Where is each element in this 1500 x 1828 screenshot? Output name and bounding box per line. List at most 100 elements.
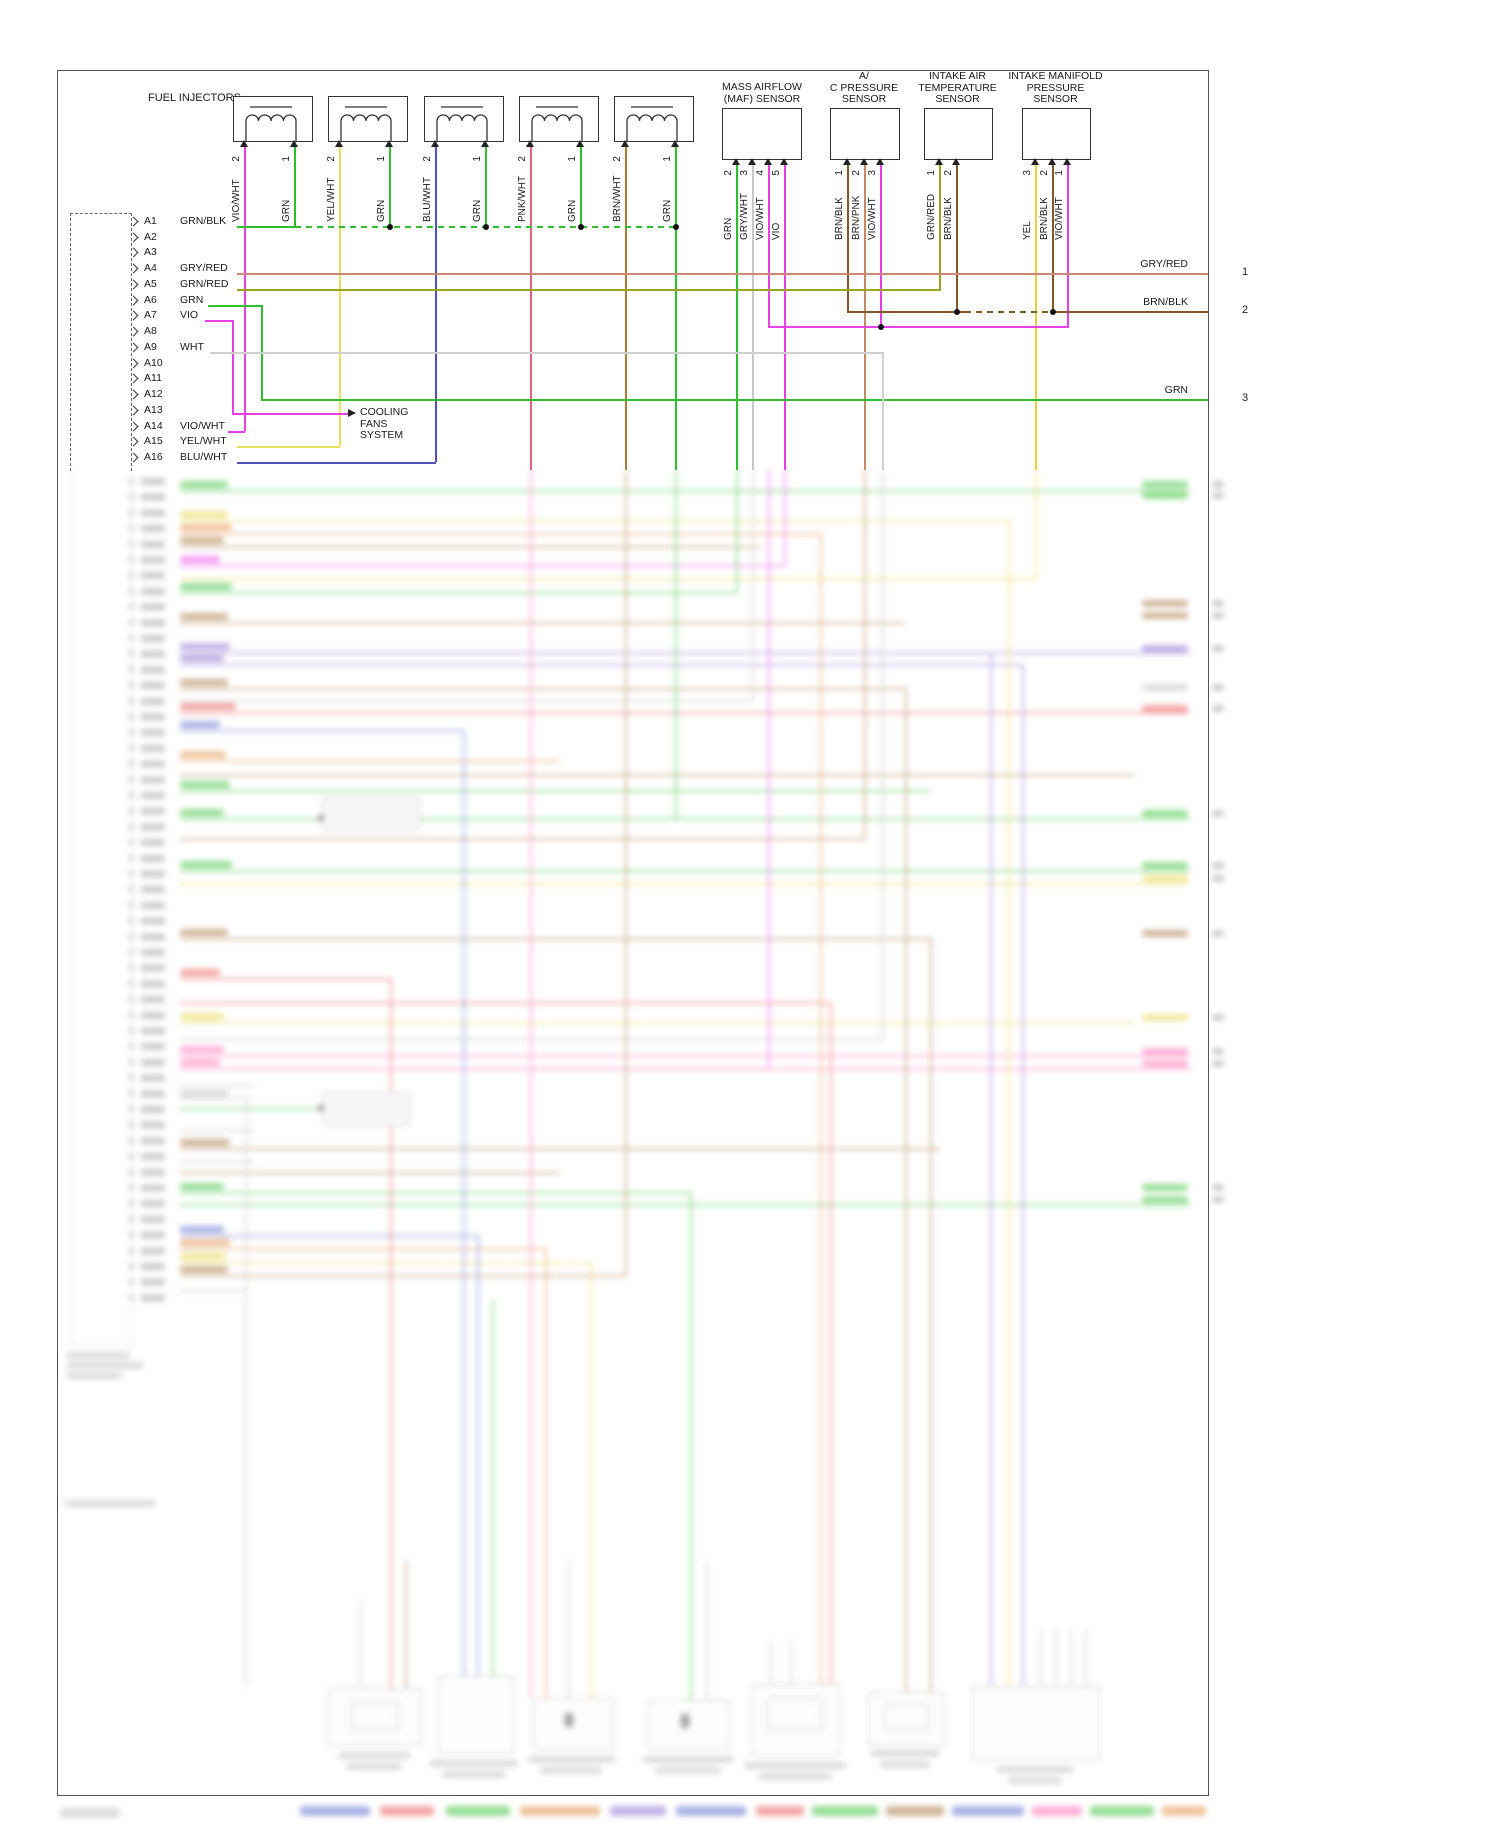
pin-wire-label: VIO — [180, 309, 199, 321]
ecm-pin-row-a7: A7 VIO — [128, 309, 248, 323]
wire-injector4-pnk-wht — [530, 146, 532, 470]
pin-num: 2 — [723, 170, 734, 176]
pin-arrow-icon — [431, 140, 439, 147]
pin-arrow-icon — [860, 158, 868, 165]
wire-injector5-brn-wht — [625, 146, 627, 470]
pin-chevron-icon — [128, 405, 139, 416]
label-line: SYSTEM — [360, 429, 404, 441]
exit-label-gry-red: GRY/RED — [1140, 258, 1188, 270]
wire-color: BRN/BLK — [834, 197, 845, 240]
title-line: SENSOR — [1033, 93, 1078, 105]
pin-arrow-icon — [843, 158, 851, 165]
pin-wire-label: BLU/WHT — [180, 451, 228, 463]
pin-arrow-icon — [526, 140, 534, 147]
wire-color: BRN/BLK — [943, 197, 954, 240]
wire-color: GRY/WHT — [739, 192, 750, 240]
map-sensor-title: INTAKE MANIFOLD PRESSURE SENSOR — [1008, 70, 1103, 106]
pin-id: A16 — [144, 451, 163, 463]
wire-brn-blk-bus-a — [847, 311, 965, 313]
pin-wire-label: GRN/RED — [180, 278, 229, 290]
wire-color: YEL — [1022, 221, 1033, 240]
fuel-injector-4 — [519, 96, 599, 142]
exit-num-3: 3 — [1242, 392, 1249, 404]
maf-pin-4-label: VIO/WHT 4 — [755, 170, 767, 240]
wire-maf-vio — [784, 164, 786, 470]
fuel-injector-2 — [328, 96, 408, 142]
pin-chevron-icon — [128, 436, 139, 447]
pin-num: 1 — [472, 156, 483, 162]
ecm-pin-row-a5: A5 GRN/RED — [128, 278, 248, 292]
title-line: TEMPERATURE — [918, 81, 997, 94]
ecm-pin-row-a6: A6 GRN — [128, 294, 248, 308]
ecm-pin-row-a15: A15 YEL/WHT — [128, 435, 248, 449]
blurred-exit-num — [1212, 1060, 1224, 1067]
ecm-pin-row-a1: A1 GRN/BLK — [128, 215, 248, 229]
pin-arrow-icon — [621, 140, 629, 147]
iat-pin-2-label: BRN/BLK 2 — [943, 170, 955, 240]
wire-color: GRN — [281, 199, 292, 222]
wire-a7-vio-drop — [232, 320, 234, 414]
pin-wire-label: WHT — [180, 341, 204, 353]
pin-chevron-icon — [128, 216, 139, 227]
blurred-exit-num — [1212, 492, 1224, 499]
maf-sensor-title: MASS AIRFLOW (MAF) SENSOR — [700, 81, 824, 105]
iat-sensor-box — [924, 108, 993, 160]
junction-dot — [483, 224, 489, 230]
pin-id: A1 — [144, 215, 157, 227]
pin-id: A7 — [144, 309, 157, 321]
title-line: SENSOR — [935, 93, 980, 105]
pin-id: A15 — [144, 435, 163, 447]
exit-num-2: 2 — [1242, 304, 1249, 316]
wire-iat-brn-blk — [956, 164, 958, 312]
pin-num: 1 — [1054, 170, 1065, 176]
pin-id: A6 — [144, 294, 157, 306]
pin-id: A2 — [144, 231, 157, 243]
injector-coil-icon — [626, 106, 678, 141]
blurred-exit-num — [1212, 600, 1224, 607]
wire-color: YEL/WHT — [326, 177, 337, 222]
junction-dot — [578, 224, 584, 230]
blurred-exit-num — [1212, 684, 1224, 691]
blurred-exit-num — [1212, 612, 1224, 619]
ecm-pin-row-a10: A10 — [128, 357, 248, 371]
junction-dot — [878, 324, 884, 330]
title-line: SENSOR — [841, 93, 887, 105]
exit-label-brn-blk: BRN/BLK — [1143, 296, 1188, 308]
pin-id: A5 — [144, 278, 157, 290]
injector5-pin2-label: BRN/WHT 2 — [612, 156, 624, 222]
pin-arrow-icon — [748, 158, 756, 165]
wire-a6-grn-to-exit — [261, 399, 1208, 401]
wire-injector1-vio-wht — [244, 146, 246, 431]
blurred-footer-item — [1032, 1806, 1082, 1816]
fuel-injectors-label: FUEL INJECTORS — [148, 92, 241, 104]
pin-id: A14 — [144, 420, 163, 432]
junction-dot — [673, 224, 679, 230]
label-line: FANS — [360, 417, 388, 430]
title-line: C PRESSURE — [829, 81, 899, 94]
pin-arrow-icon — [764, 158, 772, 165]
iat-sensor-title: INTAKE AIR TEMPERATURE SENSOR — [915, 70, 1000, 106]
pin-chevron-icon — [128, 295, 139, 306]
wire-injector2-grn — [389, 146, 391, 226]
pin-num: 1 — [926, 170, 937, 176]
wire-color: GRN — [472, 199, 483, 222]
injector4-pin2-label: PNK/WHT 2 — [517, 156, 529, 222]
title-line: INTAKE MANIFOLD — [1008, 70, 1103, 82]
blurred-footer-item — [886, 1806, 944, 1816]
pin-arrow-icon — [385, 140, 393, 147]
pin-chevron-icon — [128, 326, 139, 337]
pin-chevron-icon — [128, 421, 139, 432]
wire-injector2-yel-wht — [339, 146, 341, 446]
diagram-frame — [57, 70, 1209, 1796]
wire-ac-brn-pnk — [864, 164, 866, 470]
blurred-exit-num — [1212, 645, 1224, 652]
map-pin-2-label: BRN/BLK 2 — [1039, 170, 1051, 240]
pin-id: A9 — [144, 341, 157, 353]
wire-map-vio-wht — [1067, 164, 1069, 328]
pin-chevron-icon — [128, 279, 139, 290]
wire-a15-yel-wht — [237, 446, 340, 448]
blurred-exit-num — [1212, 810, 1224, 817]
exit-label-grn: GRN — [1164, 384, 1188, 396]
pin-chevron-icon — [128, 358, 139, 369]
